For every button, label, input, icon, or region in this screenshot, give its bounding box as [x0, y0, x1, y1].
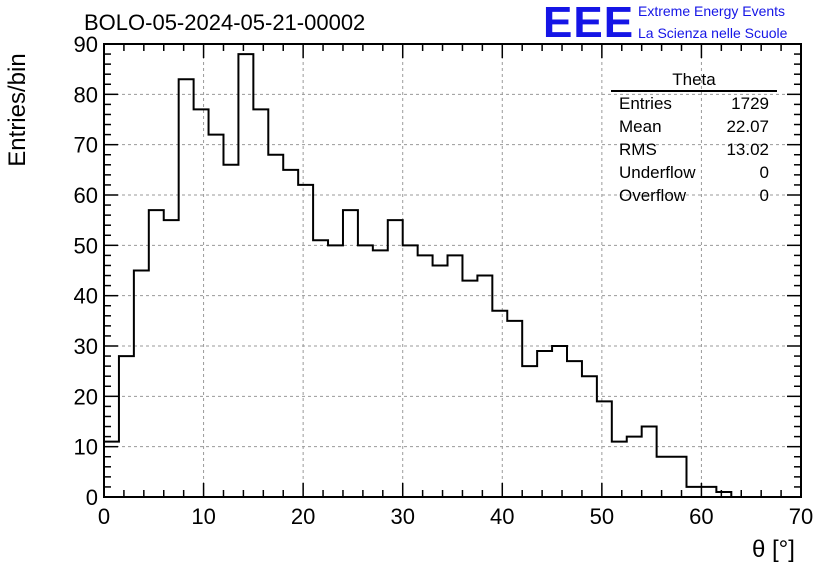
histogram-bin — [194, 109, 209, 497]
stats-row-mean: Mean 22.07 — [611, 115, 777, 138]
y-tick-label: 70 — [74, 133, 98, 158]
histogram-bin — [164, 220, 179, 497]
stats-value: 1729 — [731, 94, 769, 113]
y-tick-label: 90 — [74, 32, 98, 57]
histogram-bin — [283, 170, 298, 497]
x-axis-label: θ [°] — [752, 536, 795, 563]
stats-label: Overflow — [619, 186, 687, 205]
histogram-bin — [209, 135, 224, 497]
x-tick-label: 60 — [689, 504, 713, 529]
histogram-bin — [567, 361, 582, 497]
y-tick-label: 40 — [74, 284, 98, 309]
y-tick-label: 10 — [74, 435, 98, 460]
histogram-bin — [328, 245, 343, 497]
stats-box: Theta Entries 1729 Mean 22.07 RMS 13.02 … — [611, 70, 777, 207]
stats-label: Mean — [619, 117, 662, 136]
stats-value: 13.02 — [726, 140, 769, 159]
y-tick-label: 30 — [74, 334, 98, 359]
histogram-bin — [179, 79, 194, 497]
histogram-bin — [388, 220, 403, 497]
logo-subtitle-line1: Extreme Energy Events — [638, 3, 786, 19]
histogram-bin — [403, 245, 418, 497]
histogram-bin — [104, 442, 119, 497]
x-tick-label: 70 — [789, 504, 813, 529]
histogram-bin — [612, 442, 627, 497]
eee-logo: EEE — [543, 0, 635, 47]
chart-title: BOLO-05-2024-05-21-00002 — [84, 10, 366, 35]
histogram-bin — [313, 240, 328, 497]
histogram-bin — [672, 457, 687, 497]
histogram-bin — [686, 487, 701, 497]
histogram-bin — [597, 401, 612, 497]
x-tick-label: 10 — [191, 504, 215, 529]
histogram-bin — [642, 427, 657, 497]
stats-row-underflow: Underflow 0 — [611, 161, 777, 184]
x-tick-label: 50 — [590, 504, 614, 529]
histogram-bin — [537, 351, 552, 497]
histogram-bin — [701, 487, 716, 497]
histogram-bin — [433, 265, 448, 497]
y-tick-label: 50 — [74, 233, 98, 258]
y-tick-label: 60 — [74, 183, 98, 208]
y-tick-label: 20 — [74, 384, 98, 409]
y-axis-label: Entries/bin — [4, 53, 31, 167]
logo-subtitle-line2: La Scienza nelle Scuole — [638, 25, 788, 41]
histogram-bin — [552, 346, 567, 497]
histogram-bin — [358, 245, 373, 497]
stats-row-entries: Entries 1729 — [611, 92, 777, 115]
histogram-bin — [373, 250, 388, 497]
histogram-bin — [627, 437, 642, 497]
histogram-outline — [103, 53, 747, 498]
histogram-bin — [343, 210, 358, 497]
histogram-bin — [119, 356, 134, 497]
x-tick-label: 0 — [98, 504, 110, 529]
histogram-bin — [492, 311, 507, 497]
histogram-bin — [149, 210, 164, 497]
stats-row-overflow: Overflow 0 — [611, 184, 777, 207]
x-tick-label: 20 — [291, 504, 315, 529]
histogram-bin — [298, 185, 313, 497]
stats-value: 22.07 — [726, 117, 769, 136]
stats-value: 0 — [759, 186, 769, 205]
x-tick-label: 40 — [490, 504, 514, 529]
stats-label: Entries — [619, 94, 672, 113]
histogram-bin — [134, 271, 149, 498]
plot-frame — [103, 43, 802, 498]
y-tick-label: 80 — [74, 82, 98, 107]
histogram-bin — [462, 281, 477, 497]
stats-label: Underflow — [619, 163, 696, 182]
stats-row-rms: RMS 13.02 — [611, 138, 777, 161]
histogram-bin — [238, 54, 253, 497]
histogram-bin — [522, 366, 537, 497]
histogram-bin — [507, 321, 522, 497]
histogram-bin — [582, 376, 597, 497]
stats-box-title: Theta — [611, 70, 777, 92]
histogram-bin — [657, 457, 672, 497]
histogram-bin — [477, 276, 492, 497]
histogram-bin — [418, 255, 433, 497]
histogram-bin — [448, 255, 463, 497]
histogram-bin — [253, 109, 268, 497]
stats-value: 0 — [759, 163, 769, 182]
y-tick-label: 0 — [86, 485, 98, 510]
x-tick-label: 30 — [390, 504, 414, 529]
stats-label: RMS — [619, 140, 657, 159]
histogram-bin — [223, 165, 238, 497]
histogram-bin — [268, 155, 283, 497]
